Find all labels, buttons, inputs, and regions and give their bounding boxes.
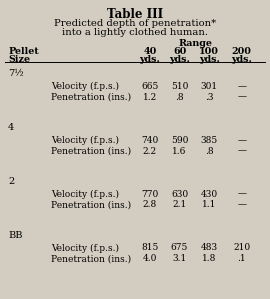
Text: Size: Size	[8, 55, 30, 64]
Text: .8: .8	[175, 93, 184, 102]
Text: —: —	[237, 190, 246, 199]
Text: 4.0: 4.0	[143, 254, 157, 263]
Text: 301: 301	[201, 82, 218, 91]
Text: 4: 4	[8, 123, 14, 132]
Text: Predicted depth of penetration*: Predicted depth of penetration*	[54, 19, 216, 28]
Text: 430: 430	[201, 190, 218, 199]
Text: Penetration (ins.): Penetration (ins.)	[51, 147, 131, 155]
Text: —: —	[237, 200, 246, 209]
Text: 2.8: 2.8	[143, 200, 157, 209]
Text: Table III: Table III	[107, 8, 163, 21]
Text: 675: 675	[171, 243, 188, 252]
Text: yds.: yds.	[199, 55, 220, 64]
Text: Penetration (ins.): Penetration (ins.)	[51, 200, 131, 209]
Text: —: —	[237, 82, 246, 91]
Text: 40: 40	[143, 47, 157, 56]
Text: 1.6: 1.6	[172, 147, 187, 155]
Text: 1.8: 1.8	[202, 254, 217, 263]
Text: Range: Range	[179, 39, 213, 48]
Text: 510: 510	[171, 82, 188, 91]
Text: 590: 590	[171, 136, 188, 145]
Text: .3: .3	[205, 93, 214, 102]
Text: 200: 200	[232, 47, 252, 56]
Text: 483: 483	[201, 243, 218, 252]
Text: yds.: yds.	[169, 55, 190, 64]
Text: .8: .8	[205, 147, 214, 155]
Text: 210: 210	[233, 243, 250, 252]
Text: —: —	[237, 93, 246, 102]
Text: 1.1: 1.1	[202, 200, 217, 209]
Text: 740: 740	[141, 136, 158, 145]
Text: —: —	[237, 136, 246, 145]
Text: 2: 2	[8, 177, 14, 186]
Text: Penetration (ins.): Penetration (ins.)	[51, 254, 131, 263]
Text: 665: 665	[141, 82, 158, 91]
Text: 2.1: 2.1	[173, 200, 187, 209]
Text: 100: 100	[199, 47, 219, 56]
Text: yds.: yds.	[139, 55, 160, 64]
Text: 630: 630	[171, 190, 188, 199]
Text: —: —	[237, 147, 246, 155]
Text: Pellet: Pellet	[8, 47, 39, 56]
Text: 2.2: 2.2	[143, 147, 157, 155]
Text: 7½: 7½	[8, 69, 24, 78]
Text: .1: .1	[237, 254, 246, 263]
Text: Velocity (f.p.s.): Velocity (f.p.s.)	[51, 243, 119, 253]
Text: Velocity (f.p.s.): Velocity (f.p.s.)	[51, 136, 119, 145]
Text: BB: BB	[8, 231, 23, 240]
Text: yds.: yds.	[231, 55, 252, 64]
Text: 385: 385	[201, 136, 218, 145]
Text: Velocity (f.p.s.): Velocity (f.p.s.)	[51, 190, 119, 199]
Text: into a lightly clothed human.: into a lightly clothed human.	[62, 28, 208, 37]
Text: 3.1: 3.1	[173, 254, 187, 263]
Text: Velocity (f.p.s.): Velocity (f.p.s.)	[51, 82, 119, 91]
Text: 1.2: 1.2	[143, 93, 157, 102]
Text: 815: 815	[141, 243, 158, 252]
Text: 60: 60	[173, 47, 186, 56]
Text: 770: 770	[141, 190, 158, 199]
Text: Penetration (ins.): Penetration (ins.)	[51, 93, 131, 102]
